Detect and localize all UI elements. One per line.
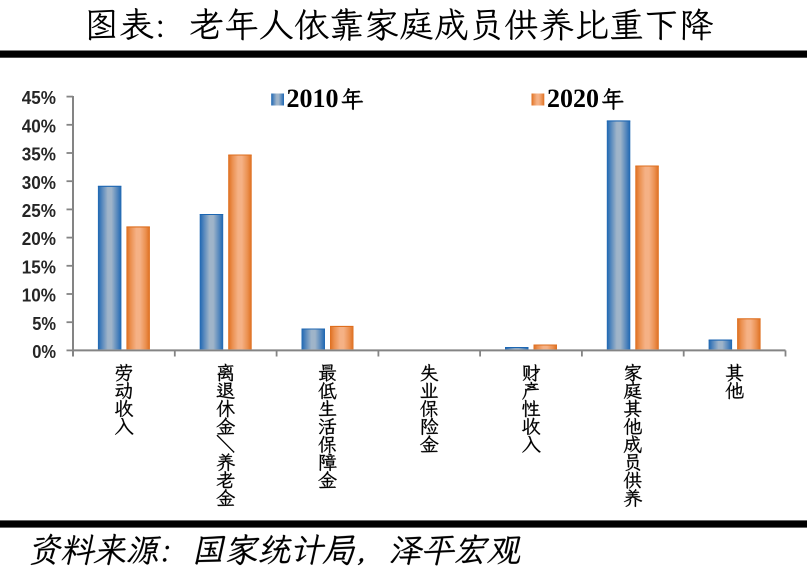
svg-text:25%: 25%	[22, 201, 56, 221]
svg-text:40%: 40%	[22, 116, 56, 136]
svg-text:20%: 20%	[22, 229, 56, 249]
svg-text:10%: 10%	[22, 286, 56, 306]
svg-text:5%: 5%	[32, 314, 56, 334]
svg-text:2010: 2010	[287, 84, 339, 113]
svg-text:2020: 2020	[547, 84, 599, 113]
svg-text:30%: 30%	[22, 173, 56, 193]
svg-text:15%: 15%	[22, 257, 56, 277]
svg-text:45%: 45%	[22, 88, 56, 108]
svg-text:0%: 0%	[32, 342, 56, 362]
svg-text:35%: 35%	[22, 145, 56, 165]
